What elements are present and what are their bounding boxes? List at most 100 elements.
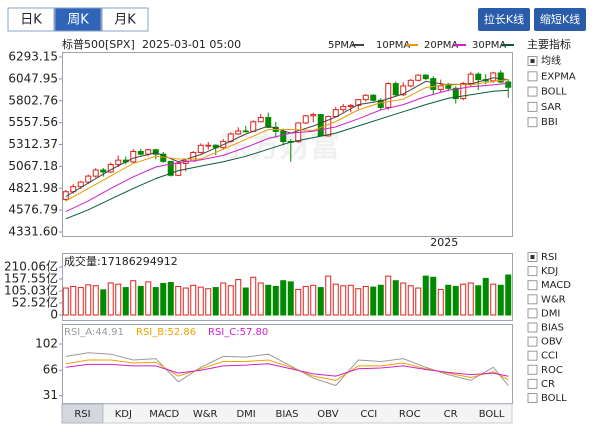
candle-body xyxy=(77,181,84,188)
zoom-button[interactable] xyxy=(534,8,586,31)
checkbox[interactable] xyxy=(527,294,538,305)
checkbox[interactable] xyxy=(527,101,538,112)
candle-body xyxy=(175,162,182,176)
bottom-tab-label[interactable]: KDJ xyxy=(115,409,132,420)
sub-indicator-label[interactable]: BOLL xyxy=(541,393,567,404)
legend-label: RSI_A:44.91 xyxy=(64,327,124,338)
volume-bar xyxy=(145,281,152,316)
bottom-tab-label[interactable]: DMI xyxy=(236,409,255,420)
zoom-button-label[interactable]: 缩短K线 xyxy=(540,12,580,26)
volume-bar xyxy=(130,280,137,316)
candle-body xyxy=(130,150,137,163)
checkbox[interactable] xyxy=(527,86,538,97)
zoom-button-label[interactable]: 拉长K线 xyxy=(484,12,524,26)
bottom-tab-label[interactable]: ROC xyxy=(399,409,421,420)
indicator-label[interactable]: EXPMA xyxy=(541,71,576,82)
period-tab-label[interactable]: 月K xyxy=(114,13,136,28)
volume-bar xyxy=(107,282,114,316)
bottom-tab-label[interactable]: BIAS xyxy=(276,409,299,420)
volume-bar xyxy=(85,284,92,316)
indicator-label[interactable]: BOLL xyxy=(541,87,567,98)
candle-body xyxy=(422,74,429,80)
legend-label: 20PMA xyxy=(424,40,458,51)
candle-body xyxy=(505,81,512,88)
bottom-tab-label[interactable]: OBV xyxy=(317,409,338,420)
volume-bar xyxy=(250,276,257,316)
candle-body xyxy=(265,117,272,128)
sub-indicator-label[interactable]: BIAS xyxy=(541,323,564,334)
sub-indicator-label[interactable]: CCI xyxy=(541,351,558,362)
indicator-label[interactable]: 均线 xyxy=(541,54,561,67)
legend-label: 5PMA xyxy=(328,40,356,51)
period-tab-label[interactable]: 日K xyxy=(20,13,42,28)
indicator-label[interactable]: BBI xyxy=(541,117,558,128)
tab-active[interactable] xyxy=(61,403,104,424)
bottom-tab-label[interactable]: RSI xyxy=(74,409,90,420)
bottom-tab-label[interactable]: CR xyxy=(444,409,458,420)
volume-bar xyxy=(287,281,294,316)
y-tick-label: 5312.37 xyxy=(8,137,58,151)
checkbox[interactable] xyxy=(527,266,538,277)
x-tick-label: 2025 xyxy=(430,236,458,249)
candle-body xyxy=(250,121,257,132)
candle-body xyxy=(152,149,159,155)
candle-body xyxy=(85,175,92,183)
checkbox[interactable] xyxy=(527,393,538,403)
candle-body xyxy=(400,85,407,96)
volume-bar xyxy=(235,279,242,316)
checkbox[interactable] xyxy=(527,308,538,319)
volume-bar xyxy=(220,282,227,316)
candle-body xyxy=(145,149,152,155)
bottom-tab-label[interactable]: MACD xyxy=(149,409,179,420)
volume-title: 成交量:17186294912 xyxy=(64,254,178,268)
period-tab[interactable] xyxy=(54,7,102,32)
main-frame xyxy=(62,52,513,237)
bottom-tab-label[interactable]: CCI xyxy=(360,409,377,420)
candle-body xyxy=(242,130,249,133)
checkbox[interactable] xyxy=(527,336,538,347)
sub-indicator-label[interactable]: DMI xyxy=(541,308,560,319)
sub-indicator-label[interactable]: ROC xyxy=(541,365,563,376)
chart-subtitle: 2025-03-01 05:00 xyxy=(142,38,241,51)
bottom-tab-label[interactable]: W&R xyxy=(193,409,218,420)
checkbox[interactable] xyxy=(527,378,538,389)
volume-bar xyxy=(152,287,159,316)
indicator-label[interactable]: SAR xyxy=(541,102,561,113)
volume-bar xyxy=(272,285,279,316)
legend-label: RSI_C:57.80 xyxy=(208,327,268,338)
period-tab[interactable] xyxy=(7,7,55,32)
checkbox-mark[interactable] xyxy=(530,255,535,259)
checkbox[interactable] xyxy=(527,350,538,361)
volume-bar xyxy=(317,287,324,316)
y-tick-label: 4821.98 xyxy=(8,181,58,195)
y-tick-label: 31 xyxy=(43,388,58,402)
checkbox[interactable] xyxy=(527,117,538,128)
bottom-tab-label[interactable]: BOLL xyxy=(479,409,505,420)
zoom-button[interactable] xyxy=(478,8,530,31)
volume-bar xyxy=(407,285,414,316)
candle-body xyxy=(497,72,504,83)
sub-indicator-label[interactable]: OBV xyxy=(541,337,562,348)
rsi-line xyxy=(65,363,509,377)
volume-bar xyxy=(227,285,234,316)
checkbox-mark[interactable] xyxy=(530,59,535,63)
sub-indicator-label[interactable]: CR xyxy=(541,379,555,390)
checkbox[interactable] xyxy=(527,322,538,333)
candle-body xyxy=(392,83,399,96)
sub-indicator-label[interactable]: KDJ xyxy=(541,266,558,277)
period-tab[interactable] xyxy=(101,7,149,32)
period-tab-label[interactable]: 周K xyxy=(67,13,89,28)
volume-bar xyxy=(295,288,302,316)
checkbox[interactable] xyxy=(527,71,538,82)
y-tick-label: 157.55亿 xyxy=(4,270,58,285)
volume-bar xyxy=(280,280,287,316)
volume-bar xyxy=(505,274,512,316)
sub-indicator-label[interactable]: MACD xyxy=(541,280,571,291)
checkbox[interactable] xyxy=(527,364,538,375)
volume-bar xyxy=(302,285,309,316)
sub-indicator-label[interactable]: W&R xyxy=(541,294,566,305)
candle-body xyxy=(257,117,264,123)
sub-indicator-label[interactable]: RSI xyxy=(541,252,557,263)
checkbox[interactable] xyxy=(527,280,538,291)
